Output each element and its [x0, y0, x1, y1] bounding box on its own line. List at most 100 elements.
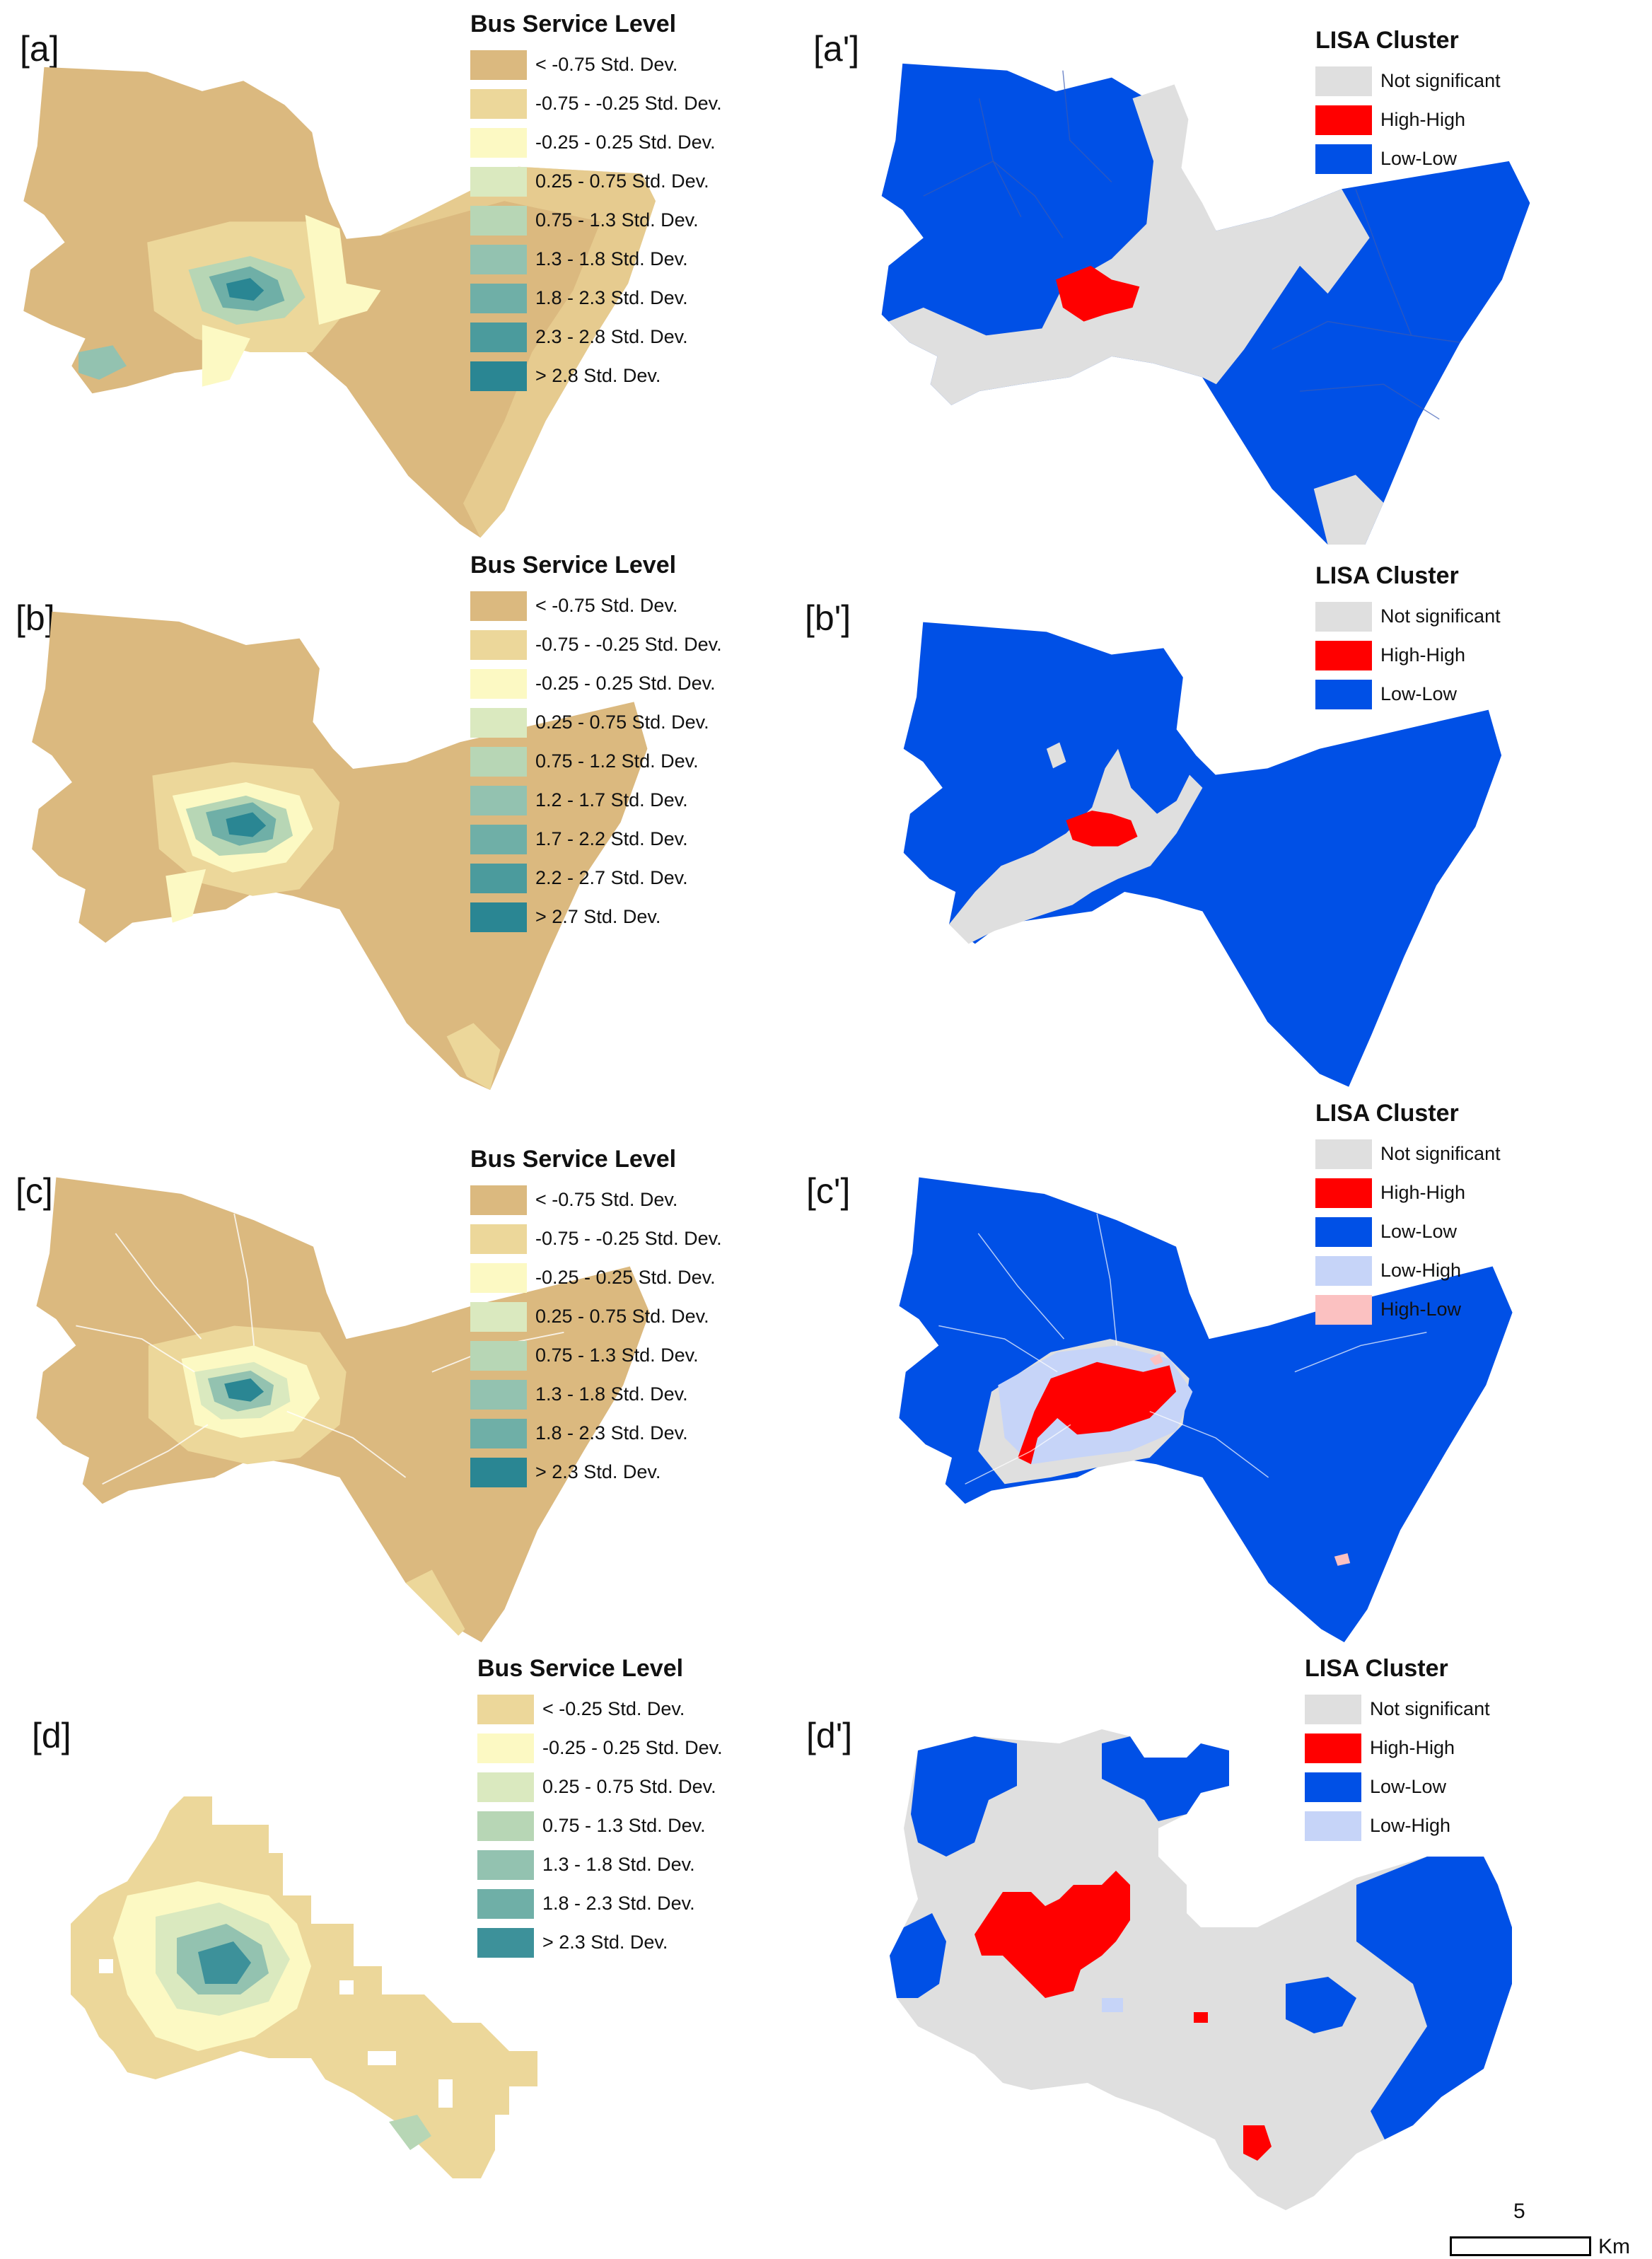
map-a-prime-boundaries: [923, 70, 1460, 420]
legend-item: 2.3 - 2.8 Std. Dev.: [470, 318, 722, 356]
legend-item: 1.8 - 2.3 Std. Dev.: [470, 279, 722, 318]
legend-label: 1.3 - 1.8 Std. Dev.: [535, 1383, 688, 1405]
legend-label: -0.25 - 0.25 Std. Dev.: [535, 1267, 716, 1288]
map-a-prime-south-tip: [1313, 475, 1384, 545]
legend-label: High-High: [1380, 109, 1466, 130]
legend-item: Not significant: [1315, 1134, 1501, 1173]
legend-item: 1.2 - 1.7 Std. Dev.: [470, 781, 722, 820]
legend-item: > 2.7 Std. Dev.: [470, 898, 722, 936]
legend-swatch: [477, 1694, 534, 1724]
map-c-center-core: [224, 1378, 264, 1402]
legend-item: Low-High: [1315, 1251, 1501, 1290]
legend-d-prime: LISA Cluster Not significant High-High L…: [1305, 1655, 1490, 1845]
legend-label: 0.25 - 0.75 Std. Dev.: [535, 170, 709, 192]
legend-title: LISA Cluster: [1315, 562, 1459, 589]
legend-item: Low-Low: [1315, 1212, 1501, 1251]
legend-item: Low-High: [1305, 1806, 1490, 1845]
legend-swatch: [470, 1185, 527, 1215]
legend-item: 1.8 - 2.3 Std. Dev.: [470, 1414, 722, 1453]
legend-swatch: [470, 1301, 527, 1332]
legend-label: -0.25 - 0.25 Std. Dev.: [535, 673, 716, 694]
map-d-prime-low-low-south: [1286, 1977, 1356, 2033]
legend-label: High-Low: [1380, 1299, 1462, 1320]
legend-item: 1.3 - 1.8 Std. Dev.: [470, 240, 722, 279]
legend-label: 2.3 - 2.8 Std. Dev.: [535, 326, 688, 347]
legend-swatch: [1315, 601, 1372, 632]
legend-title: Bus Service Level: [470, 11, 677, 37]
panel-label-b-prime: [b']: [805, 598, 851, 638]
map-c-prime-lisa: [899, 1177, 1513, 1643]
legend-swatch: [1305, 1694, 1361, 1724]
legend-label: 2.2 - 2.7 Std. Dev.: [535, 867, 688, 888]
legend-c-prime: LISA Cluster Not significant High-High L…: [1315, 1100, 1501, 1329]
legend-label: 1.3 - 1.8 Std. Dev.: [535, 248, 688, 269]
legend-label: 1.8 - 2.3 Std. Dev.: [535, 287, 688, 308]
legend-item: < -0.75 Std. Dev.: [470, 45, 722, 84]
legend-label: 1.3 - 1.8 Std. Dev.: [542, 1854, 695, 1875]
legend-swatch: [1315, 1178, 1372, 1208]
map-d-prime-low-low-west: [890, 1913, 946, 1998]
legend-label: High-High: [1370, 1737, 1455, 1758]
legend-item: > 2.3 Std. Dev.: [477, 1923, 723, 1962]
legend-label: Low-High: [1370, 1815, 1451, 1836]
legend-item: Low-Low: [1315, 139, 1501, 178]
legend-label: > 2.8 Std. Dev.: [535, 365, 661, 386]
legend-swatch: [470, 1262, 527, 1293]
legend-item: 1.3 - 1.8 Std. Dev.: [470, 1375, 722, 1414]
legend-swatch: [1315, 640, 1372, 670]
panel-label-a: [a]: [20, 29, 59, 69]
legend-item: -0.25 - 0.25 Std. Dev.: [470, 123, 722, 162]
legend-item: 2.2 - 2.7 Std. Dev.: [470, 859, 722, 898]
legend-label: < -0.75 Std. Dev.: [535, 595, 678, 616]
map-d-prime-high-high: [975, 1871, 1130, 1998]
map-b-prime-not-significant: [949, 748, 1203, 944]
map-b-prime-high-high: [1066, 811, 1138, 847]
legend-swatch: [470, 283, 527, 313]
legend-swatch: [1315, 1294, 1372, 1325]
legend-swatch: [470, 746, 527, 777]
legend-item: -0.75 - -0.25 Std. Dev.: [470, 625, 722, 664]
legend-label: Not significant: [1380, 605, 1501, 627]
legend-swatch: [470, 629, 527, 660]
legend-label: 0.25 - 0.75 Std. Dev.: [535, 1306, 709, 1327]
legend-swatch: [477, 1849, 534, 1880]
legend-swatch: [470, 50, 527, 80]
legend-item: High-High: [1315, 636, 1501, 675]
map-c-prime-roads: [938, 1213, 1427, 1485]
map-c-coast-strip: [405, 1569, 465, 1636]
map-a-coastal-strip: [380, 166, 656, 538]
map-b-coast-patch: [446, 1023, 501, 1091]
legend-item: Not significant: [1305, 1690, 1490, 1729]
map-d-bus-service: [71, 1796, 537, 2178]
legend-item: 0.25 - 0.75 Std. Dev.: [470, 703, 722, 742]
legend-swatch: [477, 1927, 534, 1958]
legend-swatch: [470, 1379, 527, 1410]
legend-a: Bus Service Level < -0.75 Std. Dev. -0.7…: [470, 11, 722, 395]
map-a-prime-east-gap: [1272, 189, 1370, 294]
legend-label: -0.25 - 0.25 Std. Dev.: [542, 1737, 723, 1758]
legend-item: -0.25 - 0.25 Std. Dev.: [470, 664, 722, 703]
legend-swatch: [477, 1811, 534, 1841]
map-a-bus-service: [23, 66, 656, 538]
legend-swatch: [470, 166, 527, 197]
legend-swatch: [470, 824, 527, 854]
legend-item: < -0.75 Std. Dev.: [470, 586, 722, 625]
legend-label: > 2.7 Std. Dev.: [535, 906, 661, 927]
panel-label-c: [c]: [16, 1171, 53, 1211]
legend-item: High-Low: [1315, 1290, 1501, 1329]
map-d-grid-holes: [99, 1959, 453, 2108]
legend-item: -0.75 - -0.25 Std. Dev.: [470, 84, 722, 123]
legend-swatch: [470, 244, 527, 274]
legend-label: -0.75 - -0.25 Std. Dev.: [535, 1228, 722, 1249]
legend-label: 1.8 - 2.3 Std. Dev.: [542, 1893, 695, 1914]
map-a-center-core: [226, 278, 264, 301]
legend-b-prime: LISA Cluster Not significant High-High L…: [1315, 562, 1501, 714]
legend-swatch: [1305, 1811, 1361, 1841]
legend-item: > 2.8 Std. Dev.: [470, 356, 722, 395]
map-b-center-core: [226, 812, 267, 837]
legend-swatch: [470, 1340, 527, 1371]
legend-title: Bus Service Level: [477, 1655, 684, 1682]
legend-swatch: [477, 1772, 534, 1802]
legend-label: 0.75 - 1.2 Std. Dev.: [535, 750, 699, 772]
legend-swatch: [470, 361, 527, 391]
